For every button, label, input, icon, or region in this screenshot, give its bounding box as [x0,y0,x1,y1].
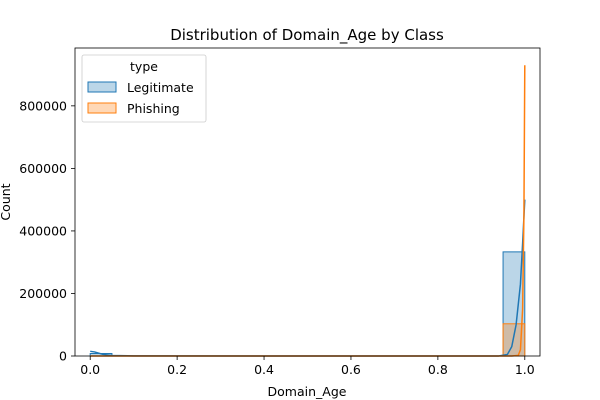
y-tick-label: 800000 [19,98,67,113]
x-tick-label: 0.8 [428,362,448,377]
x-tick-label: 0.6 [341,362,361,377]
y-tick-label: 400000 [19,223,67,238]
kde-line-legitimate [90,199,526,357]
legend-title: type [130,59,158,74]
bars-layer [89,251,526,357]
legend-swatch-phishing [87,102,117,114]
y-axis-label: Count [0,183,13,220]
x-tick-label: 0.0 [80,362,100,377]
legend-swatch-legitimate [87,81,117,93]
plot-area-frame [74,47,541,357]
legend-box [81,54,207,123]
y-tick-label: 600000 [19,161,67,176]
x-tick-label: 0.2 [167,362,187,377]
x-tick-label: 0.4 [254,362,274,377]
legend-label-phishing: Phishing [127,101,180,116]
x-axis-label: Domain_Age [268,384,347,399]
legend-label-legitimate: Legitimate [127,80,194,95]
x-tick-label: 1.0 [515,362,535,377]
y-tick-label: 0 [59,349,67,364]
y-axis-ticks: 0 200000 400000 600000 800000 [19,98,75,364]
legend: type Legitimate Phishing [81,54,207,123]
y-tick-label: 200000 [19,286,67,301]
chart-title: Distribution of Domain_Age by Class [170,26,444,45]
x-axis-ticks: 0.0 0.2 0.4 0.6 0.8 1.0 [80,356,535,377]
